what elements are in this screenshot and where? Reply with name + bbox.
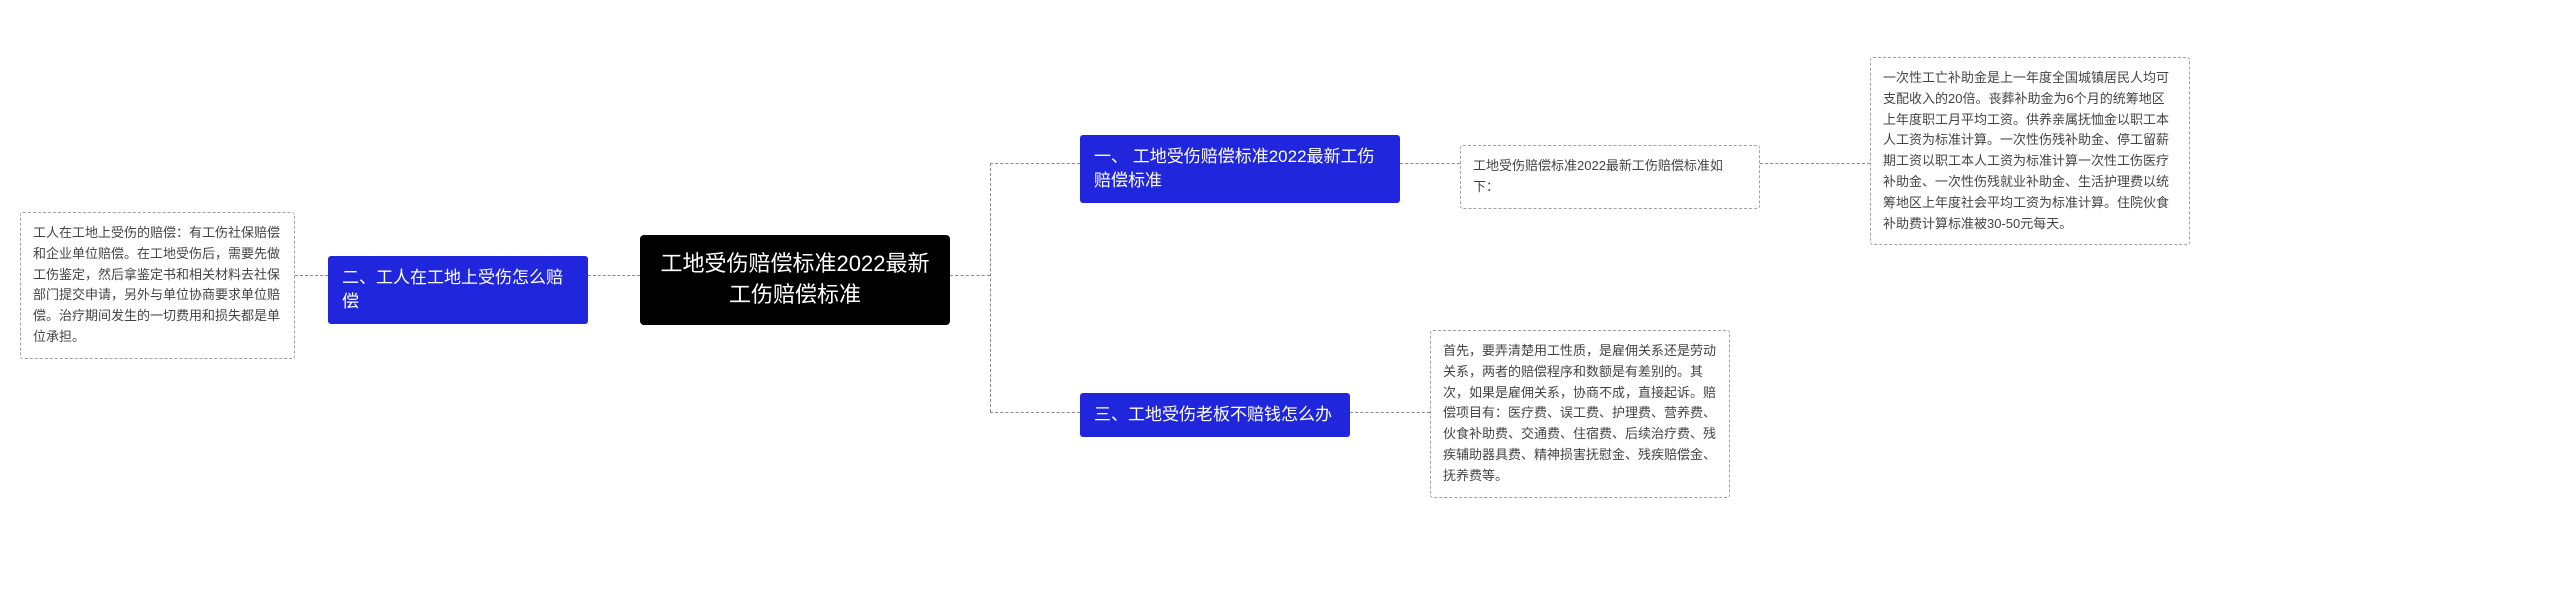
leaf-node-3a: 首先，要弄清楚用工性质，是雇佣关系还是劳动关系，两者的赔偿程序和数额是有差别的。… [1430, 330, 1730, 498]
connector [1760, 163, 1870, 164]
root-label: 工地受伤赔偿标准2022最新工伤赔偿标准 [661, 251, 930, 307]
branch-1-label: 一、 工地受伤赔偿标准2022最新工伤赔偿标准 [1094, 147, 1375, 190]
connector [990, 163, 991, 412]
connector [588, 275, 640, 276]
leaf-node-2a: 工人在工地上受伤的赔偿：有工伤社保赔偿和企业单位赔偿。在工地受伤后，需要先做工伤… [20, 212, 295, 359]
root-node: 工地受伤赔偿标准2022最新工伤赔偿标准 [640, 235, 950, 325]
leaf-1a-text: 工地受伤赔偿标准2022最新工伤赔偿标准如下： [1473, 158, 1723, 194]
connector [1400, 163, 1460, 164]
branch-2-label: 二、工人在工地上受伤怎么赔偿 [342, 268, 563, 311]
branch-node-3: 三、工地受伤老板不赔钱怎么办 [1080, 393, 1350, 437]
leaf-node-1a: 工地受伤赔偿标准2022最新工伤赔偿标准如下： [1460, 145, 1760, 209]
leaf-2a-text: 工人在工地上受伤的赔偿：有工伤社保赔偿和企业单位赔偿。在工地受伤后，需要先做工伤… [33, 225, 280, 344]
leaf-node-1b: 一次性工亡补助金是上一年度全国城镇居民人均可支配收入的20倍。丧葬补助金为6个月… [1870, 57, 2190, 245]
connector [1350, 412, 1430, 413]
connector [295, 275, 328, 276]
connector [990, 163, 1080, 164]
branch-node-2: 二、工人在工地上受伤怎么赔偿 [328, 256, 588, 324]
branch-3-label: 三、工地受伤老板不赔钱怎么办 [1094, 405, 1332, 424]
connector [950, 275, 990, 276]
branch-node-1: 一、 工地受伤赔偿标准2022最新工伤赔偿标准 [1080, 135, 1400, 203]
connector [990, 412, 1080, 413]
leaf-1b-text: 一次性工亡补助金是上一年度全国城镇居民人均可支配收入的20倍。丧葬补助金为6个月… [1883, 70, 2169, 231]
leaf-3a-text: 首先，要弄清楚用工性质，是雇佣关系还是劳动关系，两者的赔偿程序和数额是有差别的。… [1443, 343, 1716, 483]
mindmap-canvas: 工地受伤赔偿标准2022最新工伤赔偿标准 一、 工地受伤赔偿标准2022最新工伤… [0, 0, 2560, 595]
